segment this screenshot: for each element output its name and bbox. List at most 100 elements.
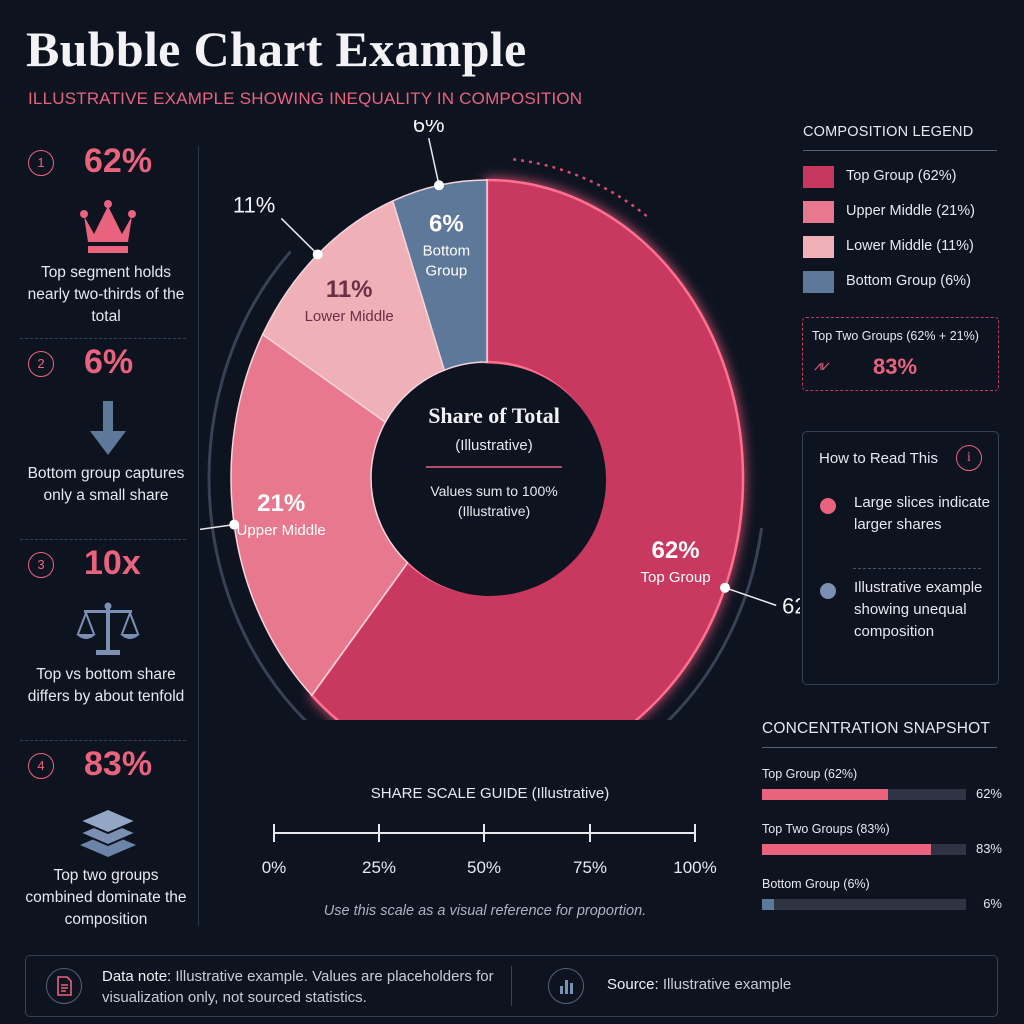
stat-value: 62% [84,142,153,180]
scale-tick-label: 100% [673,858,717,877]
slice-name-label: Group [426,262,468,279]
top-two-value: 83% [873,354,918,379]
slice-value-label: 21% [257,490,305,517]
slice-value-label: 62% [652,537,700,564]
data-note-label: Data note: [102,968,172,985]
center-subtitle: (Illustrative) [455,437,533,454]
snapshot-bar [762,789,889,800]
top-two-callout: Top Two Groups (62% + 21%) ⩘⩗ 83% [802,317,999,391]
callout-line [280,217,319,255]
how-to-item: Illustrative example showing unequal com… [854,579,983,640]
scale-tick-label: 75% [572,858,608,877]
stat-number: 1 [28,150,54,176]
column-divider [198,146,199,926]
document-icon [46,968,82,1004]
layers-icon [77,807,139,857]
center-note-line: Values sum to 100% [430,483,557,499]
legend-swatch [803,201,834,223]
data-note: Data note: Illustrative example. Values … [102,966,502,1008]
center-note-line: (Illustrative) [458,503,530,519]
stat-card: 1 62% Top segment holds nearly two-third… [20,138,186,339]
slice-name-label: Upper Middle [237,522,326,539]
page-subtitle: ILLUSTRATIVE EXAMPLE SHOWING INEQUALITY … [28,89,583,108]
info-icon[interactable]: i [956,445,982,471]
snapshot-value: 62% [975,786,1002,801]
trend-icon: ⩘⩗ [814,358,830,374]
snapshot-track [762,789,966,800]
snapshot-value: 83% [975,841,1002,856]
slice-value-label: 6% [429,210,464,237]
donut-hole [374,364,606,596]
footer: Data note: Illustrative example. Values … [25,955,998,1017]
snapshot-track [762,844,966,855]
how-to-read-panel: How to Read This i Large slices indicate… [802,431,999,685]
snapshot-title: CONCENTRATION SNAPSHOT [762,720,991,737]
bullet-dot-icon [820,498,836,514]
legend-swatch [803,271,834,293]
top-two-title: Top Two Groups (62% + 21%) [812,329,979,343]
chart-slices [230,178,745,720]
scale-note: Use this scale as a visual reference for… [323,903,647,919]
slice-outer-label: 11% [233,192,275,217]
snapshot-bar [762,899,775,910]
arrow-down-icon [90,401,126,455]
snapshot-track [762,899,966,910]
callout-dot [229,519,240,530]
bar-chart-icon [548,968,584,1004]
callout-line [200,523,235,531]
callout-line [427,137,440,186]
stat-value: 83% [84,745,153,783]
legend-label: Top Group (62%) [846,168,957,184]
callout-dot [434,180,445,191]
center-title: Share of Total [428,403,560,428]
callout-dot [312,249,323,260]
slice-name-label: Bottom [423,242,471,259]
snapshot-label: Bottom Group (6%) [762,877,870,891]
scale-guide-axis [273,824,696,842]
snapshot-label: Top Group (62%) [762,767,858,781]
stat-value: 6% [84,343,134,381]
stat-description: Top two groups combined dominate the com… [25,867,187,928]
source-label: Source: [607,976,659,993]
legend-swatch [803,236,834,258]
pie-slice [230,333,409,697]
callout-dot [720,582,731,593]
stat-card: 2 6% Bottom group captures only a small … [20,339,186,540]
scale-guide-title: SHARE SCALE GUIDE (Illustrative) [370,785,610,802]
crown-icon [80,200,136,253]
scale-tick-label: 50% [466,858,502,877]
stat-value: 10x [84,544,141,582]
stat-number: 4 [28,753,54,779]
scale-tick-label: 0% [261,858,287,877]
stat-number: 2 [28,351,54,377]
how-to-title: How to Read This [819,450,938,467]
source-text: Illustrative example [658,976,792,993]
slice-outer-label: 62% [782,593,800,618]
legend-label: Lower Middle (11%) [846,238,974,254]
legend-divider [803,150,997,151]
how-to-item: Large slices indicate larger shares [854,494,990,533]
stats-column: 1 62% Top segment holds nearly two-third… [20,138,187,941]
snapshot-bar [762,844,932,855]
scale-tick-labels: 0% 25% 50% 75% 100% [230,858,730,882]
slice-name-label: Top Group [641,569,711,586]
center-note: Values sum to 100% (Illustrative) [430,483,557,519]
stat-number: 3 [28,552,54,578]
stat-card: 3 10x Top vs bottom share differs by abo… [20,540,186,741]
scale-tick-label: 25% [361,858,397,877]
bullet-dot-icon [820,583,836,599]
slice-name-label: Lower Middle [305,308,394,325]
source-note: Source: Illustrative example [607,976,791,993]
slice-outer-label: 6% [413,120,445,137]
stat-description: Top segment holds nearly two-thirds of t… [27,264,185,325]
pie-slice [261,199,446,424]
slice-value-label: 11% [326,276,373,303]
data-note-text: Illustrative example. Values are placeho… [102,968,494,1006]
snapshot-label: Top Two Groups (83%) [762,822,890,836]
page-title: Bubble Chart Example [26,21,527,77]
scale-icon [76,602,140,655]
snapshot-divider [762,747,997,748]
snapshot-row: Top Group (62%) 62% [762,767,1002,812]
snapshot-row: Bottom Group (6%) 6% [762,877,1002,922]
